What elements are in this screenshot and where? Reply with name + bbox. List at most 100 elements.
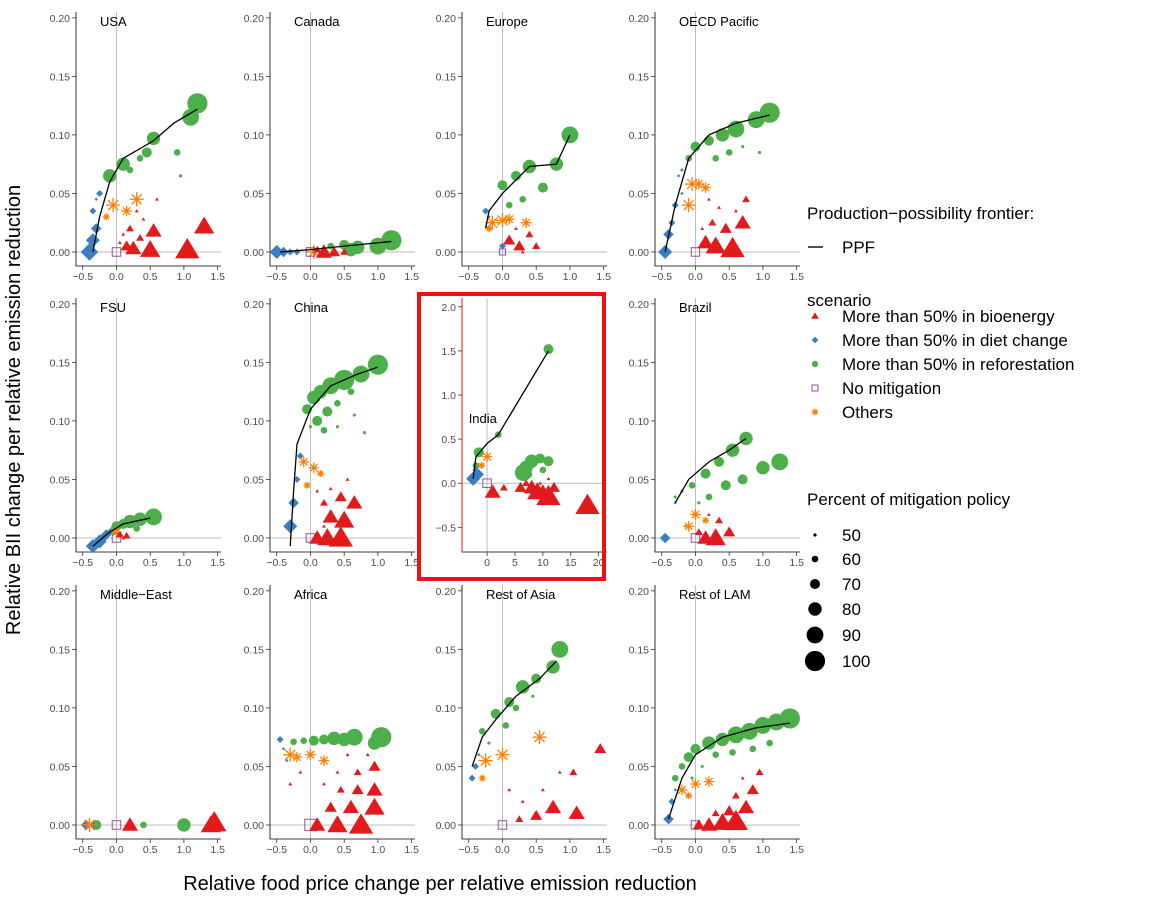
ppf-legend-label: PPF [842, 238, 875, 257]
data-point-others [495, 747, 510, 762]
y-tick-label: 0.5 [441, 434, 456, 446]
data-point-bioenergy [746, 784, 759, 795]
data-point-bioenergy [700, 226, 705, 230]
size-legend-dot [811, 555, 819, 563]
panel-rest-of-lam: −0.5 0.0 0.5 1.0 1.5 0.00 0.05 0.10 0.15 0.20 Rest… [629, 585, 804, 856]
y-tick-label: 0.05 [244, 188, 265, 200]
data-point-reforestation [381, 230, 402, 251]
x-tick-label: 0.5 [143, 844, 158, 856]
size-legend-title: Percent of mitigation policy [807, 490, 1011, 509]
data-point-others [478, 462, 485, 470]
x-tick-label: −0.5 [458, 844, 479, 856]
y-tick-label: 0.10 [436, 703, 457, 715]
data-point-reforestation [515, 680, 530, 694]
y-tick-label: 0.20 [244, 586, 265, 598]
panel-europe: −0.5 0.0 0.5 1.0 1.5 0.00 0.05 0.10 0.15 0.20 Euro… [436, 12, 611, 283]
data-point-bioenergy [575, 493, 600, 514]
x-tick-label: 0.0 [688, 557, 703, 569]
data-point-bioenergy [141, 217, 146, 221]
data-point-reforestation [116, 157, 130, 171]
data-point-bioenergy [345, 477, 350, 481]
axis-lines [654, 12, 800, 267]
data-point-reforestation [146, 131, 161, 146]
data-point-bioenergy [525, 230, 534, 238]
x-tick-label: 0.5 [337, 844, 352, 856]
data-point-bioenergy [319, 499, 328, 506]
x-tick-label: 10 [537, 557, 549, 569]
data-point-bioenergy [520, 250, 525, 254]
x-tick-label: 1.5 [596, 271, 611, 283]
x-axis-title: Relative food price change per relative … [183, 873, 697, 895]
data-point-reforestation [539, 466, 547, 474]
x-tick-label: −0.5 [651, 844, 672, 856]
x-tick-label: 1.0 [371, 557, 386, 569]
data-point-bioenergy [707, 197, 711, 201]
data-point-reforestation [543, 344, 554, 355]
data-point-reforestation [307, 390, 321, 405]
data-point-reforestation [546, 660, 560, 674]
data-point-reforestation [173, 149, 181, 156]
y-tick-label: 0.20 [629, 299, 650, 311]
x-tick-label: 1.5 [210, 557, 225, 569]
data-point-reforestation [525, 471, 533, 478]
data-point-bioenergy [322, 509, 339, 523]
x-tick-label: 0.5 [337, 557, 352, 569]
y-tick-label: 0.00 [436, 820, 457, 832]
data-point-nomitigation [111, 820, 122, 830]
data-point-others [690, 778, 701, 790]
legend: Production−possibility frontier: PPF sce… [804, 204, 1074, 672]
data-point-bioenergy [514, 481, 527, 492]
data-point-bioenergy [327, 815, 348, 833]
data-point-reforestation [352, 413, 356, 417]
data-point-bioenergy [322, 524, 326, 528]
data-point-bioenergy [694, 528, 703, 535]
panel-africa: −0.5 0.0 0.5 1.0 1.5 0.00 0.05 0.10 0.15 0.20 Afri… [244, 585, 419, 856]
data-point-diet [89, 207, 97, 215]
legend-key-nomitigation [811, 384, 819, 392]
data-point-reforestation [367, 354, 389, 375]
data-point-nomitigation [482, 478, 492, 488]
y-tick-label: 0.10 [629, 416, 650, 428]
data-point-others [298, 456, 309, 468]
data-point-reforestation [741, 722, 758, 740]
data-point-bioenergy [193, 216, 215, 234]
data-point-others [503, 213, 515, 225]
panel-title: Rest of LAM [679, 587, 751, 602]
data-point-reforestation [308, 425, 313, 429]
data-point-bioenergy [351, 784, 364, 795]
data-point-others [317, 470, 325, 478]
y-tick-label: 0.20 [244, 299, 265, 311]
x-tick-label: 0.0 [303, 844, 318, 856]
data-point-reforestation [490, 708, 501, 719]
data-point-others [495, 213, 510, 228]
data-point-reforestation [759, 102, 780, 123]
x-tick-label: 1.0 [371, 271, 386, 283]
data-point-others [305, 749, 316, 760]
scenario-legend-label: Others [842, 403, 893, 422]
x-tick-label: 0 [484, 557, 490, 569]
y-tick-label: 0.10 [244, 703, 265, 715]
data-point-diet [281, 747, 286, 751]
y-tick-label: 0.15 [436, 71, 457, 83]
data-point-bioenergy [334, 491, 347, 502]
x-tick-label: 1.0 [756, 844, 771, 856]
data-point-bioenergy [324, 801, 337, 812]
scenario-legend-label: More than 50% in reforestation [842, 355, 1074, 374]
data-point-diet [286, 248, 294, 256]
data-point-bioenergy [298, 770, 303, 774]
data-point-bioenergy [568, 805, 585, 820]
x-tick-label: 0.5 [529, 844, 544, 856]
data-point-bioenergy [365, 752, 370, 757]
data-point-reforestation [700, 468, 711, 479]
data-point-reforestation [771, 453, 789, 471]
data-point-others [485, 225, 493, 233]
data-point-bioenergy [484, 484, 501, 498]
data-point-bioenergy [175, 237, 200, 259]
data-point-nomitigation [497, 820, 508, 830]
y-tick-label: 0.15 [629, 357, 650, 369]
x-tick-label: −0.5 [266, 271, 287, 283]
size-legend-dot [813, 533, 817, 537]
y-tick-label: 0.15 [436, 644, 457, 656]
y-tick-label: 0.05 [50, 188, 71, 200]
